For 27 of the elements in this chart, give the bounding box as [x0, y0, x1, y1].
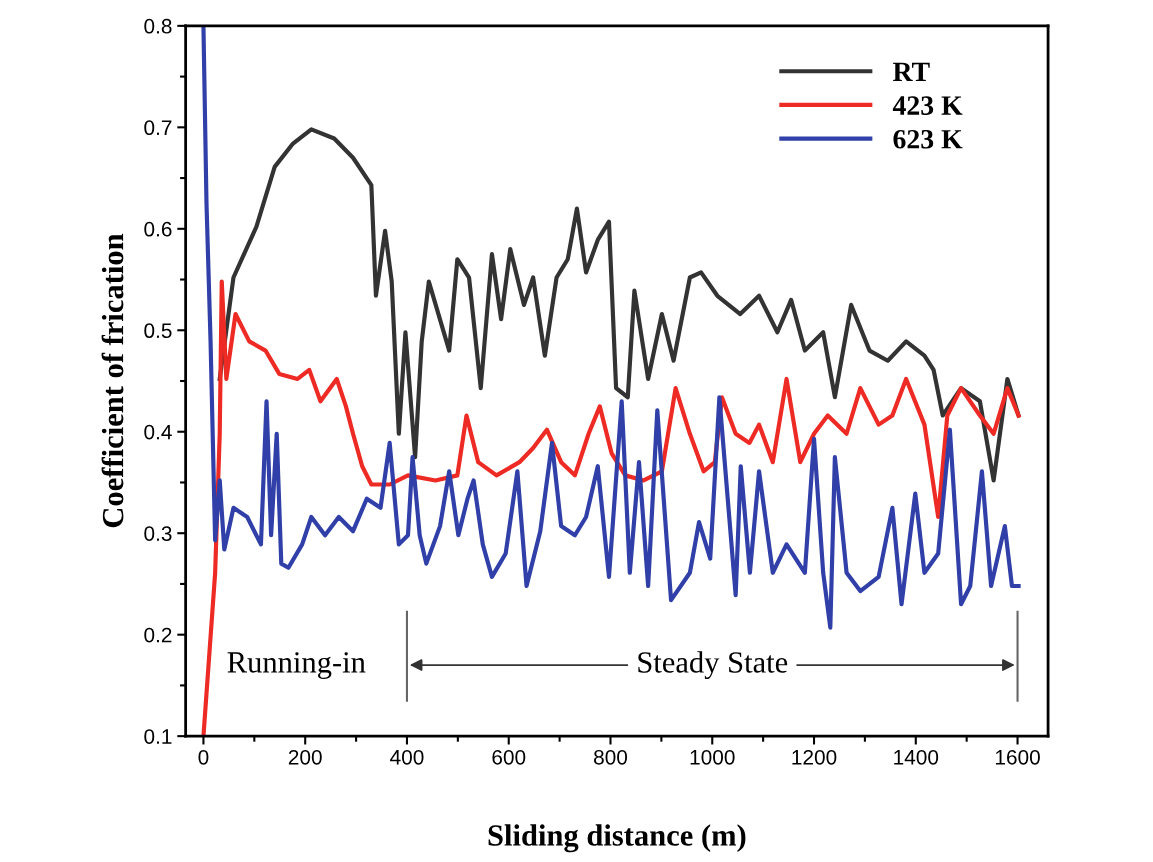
annotation: Steady State	[638, 651, 788, 680]
x-tick-label: 1000	[690, 749, 735, 765]
x-tick-label: 1200	[792, 749, 837, 765]
x-tick-label: 0	[198, 749, 209, 765]
y-tick-label: 0.1	[144, 729, 172, 744]
y-tick-label: 0.8	[144, 18, 172, 34]
legend-label: 423 K	[892, 96, 963, 115]
annotation: Running-in	[227, 652, 366, 679]
legend-label: RT	[892, 62, 930, 81]
x-tick-label: 600	[492, 749, 526, 765]
x-tick-label: 400	[390, 749, 424, 765]
y-tick-label: 0.3	[144, 526, 172, 541]
y-tick-label: 0.4	[144, 424, 172, 440]
x-tick-label: 800	[594, 749, 628, 765]
x-tick-label: 1600	[995, 749, 1040, 765]
y-axis-title: Coefficient of frication	[101, 233, 124, 528]
y-tick-label: 0.2	[144, 627, 172, 643]
x-tick-label: 200	[288, 749, 322, 765]
legend-label: 623 K	[893, 129, 963, 149]
x-axis-title: Sliding distance (m)	[488, 824, 746, 853]
line-series	[201, 279, 1021, 737]
y-tick-label: 0.6	[144, 221, 172, 237]
y-tick-label: 0.5	[144, 323, 172, 339]
line-series	[217, 127, 1021, 483]
x-tick-label: 1400	[894, 749, 939, 765]
line-series	[201, 25, 1021, 630]
y-tick-label: 0.7	[144, 120, 172, 136]
